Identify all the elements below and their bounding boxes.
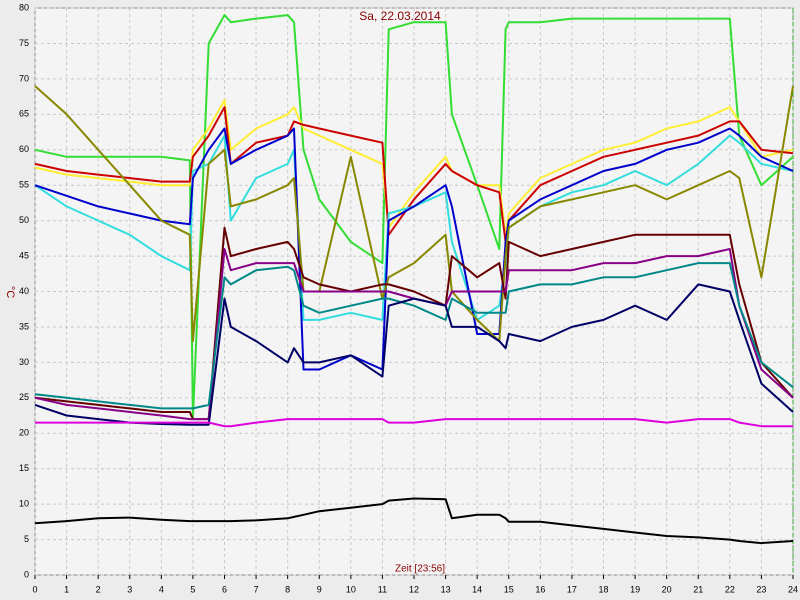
x-tick-label: 18	[598, 584, 608, 594]
y-tick-label: 20	[19, 428, 29, 438]
y-tick-label: 45	[19, 250, 29, 260]
x-tick-label: 10	[346, 584, 356, 594]
x-tick-label: 11	[378, 584, 387, 594]
x-tick-label: 20	[662, 584, 672, 594]
series-line	[34, 85, 794, 343]
chart-title: Sa, 22.03.2014	[359, 9, 441, 23]
x-tick-label: 16	[535, 584, 545, 594]
series-line	[34, 127, 794, 371]
y-tick-label: 60	[19, 144, 29, 154]
x-tick-label: 7	[254, 584, 259, 594]
series-line	[34, 248, 794, 421]
x-tick-label: 17	[567, 584, 577, 594]
x-axis-label: Zeit [23:56]	[395, 564, 445, 575]
x-tick-label: 14	[472, 584, 482, 594]
x-tick-label: 8	[285, 584, 290, 594]
series-line	[34, 226, 794, 421]
y-axis-label: °C	[4, 286, 16, 298]
x-tick-label: 23	[756, 584, 766, 594]
series-line	[34, 497, 794, 545]
y-tick-label: 75	[19, 38, 29, 48]
x-tick-label: 22	[725, 584, 735, 594]
y-tick-label: 50	[19, 215, 29, 225]
y-tick-label: 70	[19, 73, 29, 83]
y-tick-label: 55	[19, 180, 29, 190]
series-line	[35, 418, 793, 428]
x-tick-label: 3	[127, 584, 132, 594]
y-tick-label: 40	[19, 286, 29, 296]
y-tick-label: 10	[19, 499, 29, 509]
series-line	[34, 283, 794, 426]
x-tick-label: 12	[409, 584, 419, 594]
x-tick-label: 2	[96, 584, 101, 594]
x-tick-label: 0	[32, 584, 37, 594]
x-tick-label: 6	[222, 584, 227, 594]
x-tick-label: 24	[788, 584, 798, 594]
x-tick-label: 1	[64, 584, 69, 594]
x-tick-label: 21	[693, 584, 703, 594]
y-tick-label: 25	[19, 392, 29, 402]
y-tick-label: 15	[19, 463, 29, 473]
series-line	[34, 262, 794, 410]
x-tick-label: 19	[630, 584, 640, 594]
x-tick-label: 5	[190, 584, 195, 594]
x-tick-label: 15	[504, 584, 514, 594]
x-tick-label: 13	[441, 584, 451, 594]
y-tick-label: 65	[19, 109, 29, 119]
y-tick-label: 5	[24, 534, 29, 544]
y-tick-label: 0	[24, 569, 29, 579]
y-tick-label: 35	[19, 321, 29, 331]
x-tick-label: 4	[159, 584, 164, 594]
x-tick-label: 9	[317, 584, 322, 594]
y-tick-label: 80	[19, 2, 29, 12]
y-tick-label: 30	[19, 357, 29, 367]
